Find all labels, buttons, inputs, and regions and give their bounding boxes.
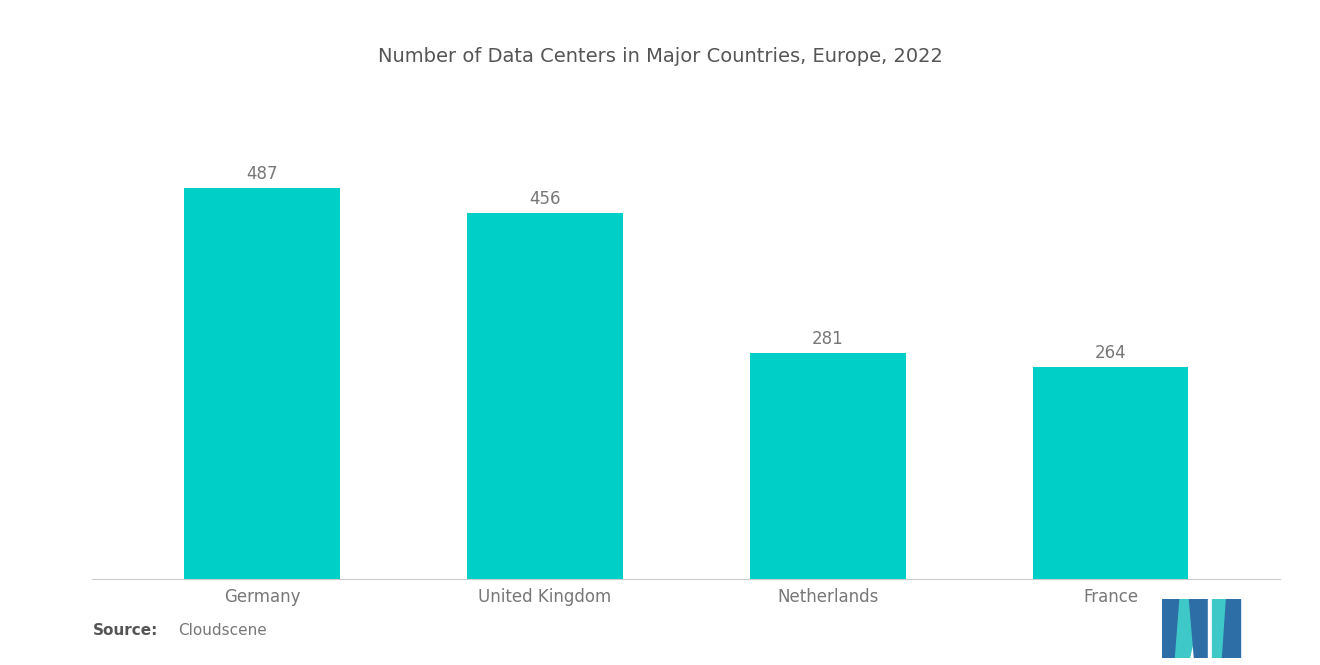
Bar bbox=[467, 213, 623, 579]
Text: Cloudscene: Cloudscene bbox=[178, 623, 267, 638]
Polygon shape bbox=[1208, 598, 1213, 658]
Text: 281: 281 bbox=[812, 331, 843, 348]
Text: 487: 487 bbox=[247, 165, 279, 183]
Bar bbox=[750, 353, 906, 579]
Polygon shape bbox=[1162, 598, 1180, 658]
Text: 264: 264 bbox=[1094, 344, 1126, 362]
Polygon shape bbox=[1189, 598, 1208, 658]
Bar bbox=[185, 188, 339, 579]
Text: 456: 456 bbox=[529, 190, 561, 207]
Text: Number of Data Centers in Major Countries, Europe, 2022: Number of Data Centers in Major Countrie… bbox=[378, 47, 942, 66]
Polygon shape bbox=[1221, 598, 1239, 658]
Polygon shape bbox=[1176, 598, 1203, 658]
Text: Source:: Source: bbox=[92, 623, 158, 638]
Bar bbox=[1032, 366, 1188, 579]
Polygon shape bbox=[1213, 598, 1232, 658]
